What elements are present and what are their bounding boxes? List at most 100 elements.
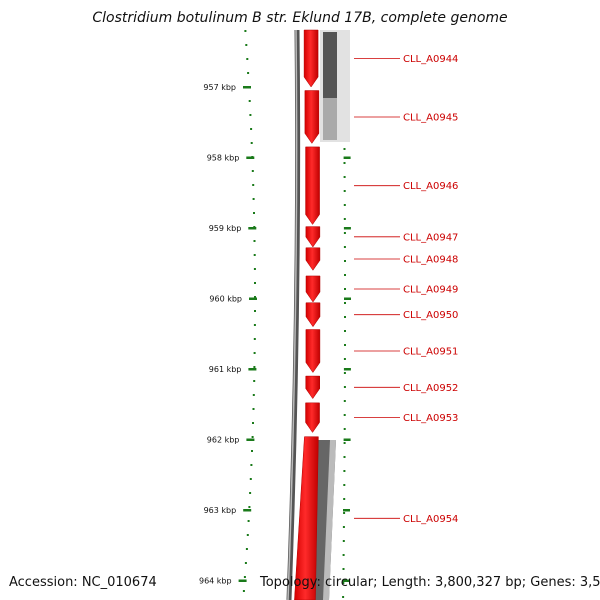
ruler-dot — [243, 576, 246, 578]
ruler-dot — [246, 58, 249, 60]
kbp-tick-major — [246, 156, 255, 159]
ruler-dot — [343, 190, 346, 192]
gene-label[interactable]: CLL_A0950 — [403, 310, 458, 321]
ruler-dot — [343, 246, 346, 248]
ruler-dot — [344, 288, 346, 290]
ruler-dot — [249, 492, 252, 494]
ruler-dot — [344, 302, 346, 304]
gene-label[interactable]: CLL_A0951 — [403, 347, 458, 358]
gene-label[interactable]: CLL_A0952 — [403, 383, 458, 394]
ruler-dot — [245, 44, 248, 46]
kbp-tick-label: 961 kbp — [209, 365, 242, 374]
ruler-dot — [253, 380, 256, 382]
gene-arrow[interactable] — [305, 302, 321, 328]
feature-box-dark — [323, 32, 337, 98]
kbp-tick-label: 959 kbp — [209, 224, 242, 233]
kbp-tick-label: 958 kbp — [207, 154, 240, 163]
gene-arrow[interactable] — [304, 90, 320, 144]
ruler-dot — [249, 114, 252, 116]
ruler-dot — [246, 534, 249, 536]
gene-arrow[interactable] — [305, 247, 321, 271]
ruler-dot — [252, 394, 255, 396]
ruler-dot — [242, 590, 245, 592]
ruler-dot — [253, 352, 256, 354]
ruler-dot — [253, 366, 256, 368]
kbp-tick-right — [343, 368, 351, 371]
gene-label[interactable]: CLL_A0946 — [403, 181, 458, 192]
ruler-dot — [344, 316, 346, 318]
accession-text: Accession: NC_010674 — [9, 575, 157, 590]
genome-title: Clostridium botulinum B str. Eklund 17B,… — [92, 10, 508, 26]
ruler-dot — [244, 30, 247, 32]
gene-track — [294, 29, 321, 600]
ruler-dot — [343, 484, 346, 486]
feature-track — [311, 30, 350, 600]
ruler-dot — [253, 324, 256, 326]
ruler-dot — [342, 596, 345, 598]
gene-labels: CLL_A0944 CLL_A0945 CLL_A0946 CLL_A0947 CLL_… — [354, 54, 458, 525]
ruler-dot — [253, 212, 255, 214]
gene-arrow[interactable] — [305, 375, 320, 400]
ruler-dot — [343, 512, 346, 514]
ruler-dot — [245, 548, 248, 550]
kbp-tick-right — [344, 297, 351, 300]
ruler-dot — [342, 526, 345, 528]
ruler-dot — [251, 170, 254, 172]
kbp-tick-labels: 957 kbp 958 kbp 959 kbp 960 kbp 961 kbp 962 k… — [199, 83, 242, 586]
gene-arrow[interactable] — [294, 436, 319, 600]
ruler-dot — [343, 470, 346, 472]
ruler-dot — [251, 436, 254, 438]
kbp-tick-major — [248, 227, 257, 230]
kbp-tick-label: 960 kbp — [209, 295, 242, 304]
topology-text: Topology: circular; Length: 3,800,327 bp… — [260, 575, 600, 590]
ruler-dot — [343, 176, 346, 178]
ruler-dot — [253, 338, 256, 340]
gene-label[interactable]: CLL_A0949 — [403, 285, 458, 296]
kbp-tick-major — [249, 297, 257, 300]
feature-box-dark-lower — [323, 98, 337, 140]
ruler-dot — [342, 568, 345, 570]
kbp-tick-right — [342, 579, 350, 582]
kbp-tick-label: 957 kbp — [203, 83, 236, 92]
ruler-dot — [249, 478, 252, 480]
ruler-dot — [343, 428, 346, 430]
ruler-dot — [344, 344, 346, 346]
gene-label[interactable]: CLL_A0948 — [403, 255, 458, 266]
gene-arrow[interactable] — [305, 275, 321, 303]
ruler-dot — [343, 372, 346, 374]
ruler-dot — [343, 386, 346, 388]
gene-arrow[interactable] — [305, 402, 320, 433]
gene-label[interactable]: CLL_A0945 — [403, 113, 458, 124]
gene-label[interactable]: CLL_A0953 — [403, 413, 458, 424]
kbp-tick-major — [238, 579, 247, 582]
ruler-dot — [252, 184, 255, 186]
ruler-dot — [244, 562, 247, 564]
ruler-dot — [251, 450, 253, 452]
ruler-dot — [343, 218, 346, 220]
kbp-tick-right — [343, 227, 351, 230]
ruler-dot — [343, 162, 346, 164]
gene-arrow[interactable] — [305, 329, 321, 373]
ruler-dot — [343, 204, 346, 206]
kbp-tick-major — [243, 509, 252, 512]
gene-arrow[interactable] — [305, 226, 321, 248]
kbp-tick-label: 962 kbp — [207, 436, 240, 445]
ruler-dot — [247, 520, 250, 522]
ruler-dot — [343, 442, 346, 444]
ruler-dot — [343, 148, 346, 150]
ruler-dot — [247, 72, 250, 74]
ruler-dot — [248, 100, 251, 102]
ruler-dot — [343, 400, 346, 402]
backbone-line — [286, 29, 301, 600]
gene-label[interactable]: CLL_A0944 — [403, 54, 458, 65]
gene-arrow[interactable] — [303, 29, 319, 88]
gene-label[interactable]: CLL_A0954 — [403, 514, 458, 525]
gene-arrow[interactable] — [305, 146, 320, 225]
ruler-dot — [342, 582, 345, 584]
kbp-tick-major — [246, 438, 255, 441]
ruler-dot — [252, 408, 255, 410]
ruler-dot — [343, 498, 346, 500]
gene-label[interactable]: CLL_A0947 — [403, 232, 458, 243]
ruler-dot — [344, 330, 346, 332]
ruler-dot — [343, 358, 346, 360]
